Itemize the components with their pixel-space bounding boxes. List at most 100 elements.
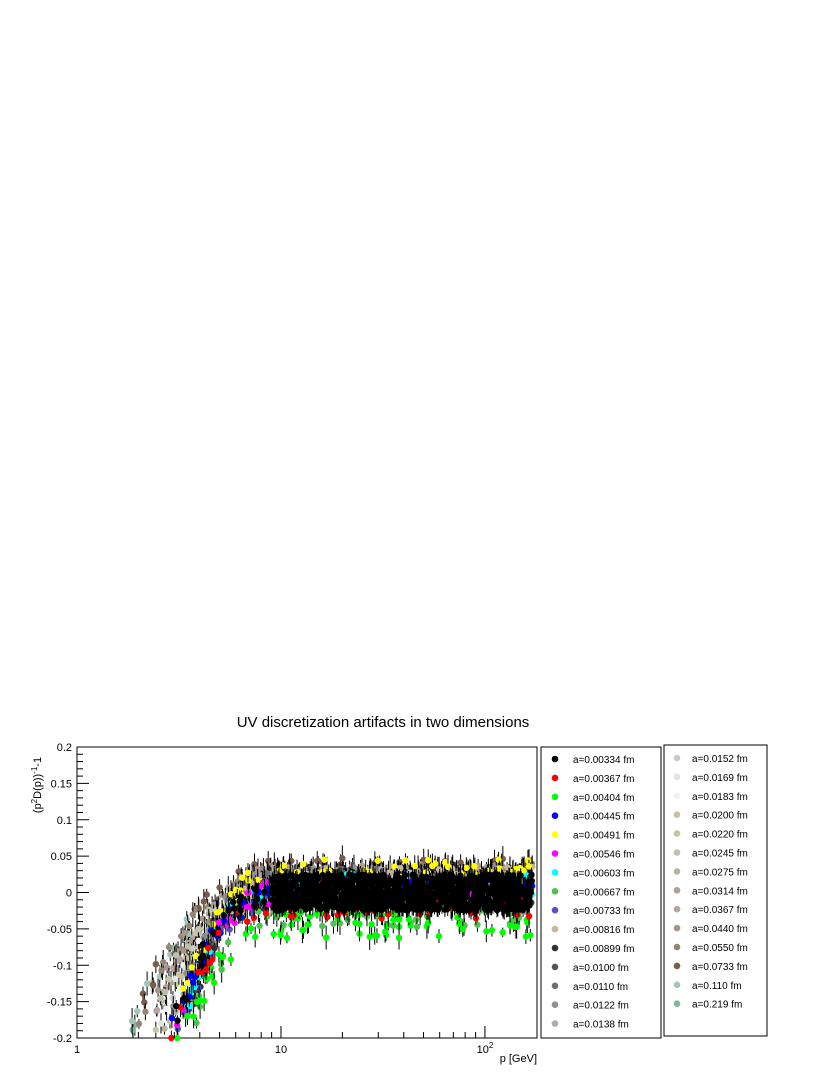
data-point (243, 931, 249, 937)
data-point (186, 923, 192, 929)
data-point (190, 911, 196, 917)
data-point (180, 986, 186, 992)
data-point (271, 931, 277, 937)
data-point (195, 926, 201, 932)
data-point (429, 863, 435, 869)
data-point (173, 1003, 179, 1009)
data-point (517, 865, 523, 871)
data-point (170, 965, 176, 971)
data-point (231, 905, 237, 911)
data-point (160, 959, 166, 965)
data-point (300, 927, 306, 933)
data-point (512, 924, 518, 930)
data-points-layer (129, 845, 536, 1041)
data-point (305, 921, 311, 927)
data-point (211, 980, 217, 986)
data-point (402, 857, 408, 863)
data-point (189, 964, 195, 970)
data-point (228, 956, 234, 962)
data-point (153, 1027, 159, 1033)
data-point (173, 958, 179, 964)
data-point (225, 908, 231, 914)
data-point (140, 990, 146, 996)
data-point (527, 932, 533, 938)
data-point (319, 923, 325, 929)
chart-title: UV discretization artifacts in two dimen… (237, 714, 530, 731)
data-point (164, 965, 170, 971)
data-point (244, 918, 250, 924)
data-point (193, 1020, 199, 1026)
data-point (463, 865, 469, 871)
data-point (130, 1027, 136, 1033)
data-point (425, 919, 431, 925)
data-point (221, 912, 227, 918)
data-point (168, 1035, 174, 1041)
data-point (359, 862, 365, 868)
data-point (205, 945, 211, 951)
data-point (396, 935, 402, 941)
data-point (237, 907, 243, 913)
data-point (460, 926, 466, 932)
data-point (323, 934, 329, 940)
data-point (413, 916, 419, 922)
data-point (248, 925, 254, 931)
data-point (163, 1006, 169, 1012)
data-point (407, 922, 413, 928)
data-point (525, 857, 531, 863)
data-point (153, 961, 159, 967)
data-point (489, 927, 495, 933)
data-point (230, 899, 236, 905)
data-point (356, 921, 362, 927)
data-point (425, 857, 431, 863)
data-point (221, 918, 227, 924)
data-point (174, 1017, 180, 1023)
data-point (390, 917, 396, 923)
data-point (162, 989, 168, 995)
data-point (261, 898, 267, 904)
data-point (172, 976, 178, 982)
data-point (436, 933, 442, 939)
data-point (245, 877, 251, 883)
data-point (216, 884, 222, 890)
data-point (261, 889, 267, 895)
data-point (206, 960, 212, 966)
data-point (184, 1013, 190, 1019)
data-point (339, 855, 345, 861)
data-point (368, 921, 374, 927)
data-point (158, 967, 164, 973)
data-point (210, 929, 216, 935)
data-point (190, 979, 196, 985)
data-point (204, 891, 210, 897)
data-point (495, 857, 501, 863)
data-point (142, 1009, 148, 1015)
data-point (174, 1035, 180, 1041)
data-point (190, 1013, 196, 1019)
data-point (141, 999, 147, 1005)
data-point (136, 1021, 142, 1027)
data-point (166, 944, 172, 950)
data-point (134, 1008, 140, 1014)
data-point (225, 939, 231, 945)
data-point (471, 863, 477, 869)
data-point (280, 862, 286, 868)
data-point (183, 996, 189, 1002)
data-point (129, 1018, 135, 1024)
data-point (201, 933, 207, 939)
data-point (144, 980, 150, 986)
data-point (321, 857, 327, 863)
data-point (396, 916, 402, 922)
data-point (161, 1025, 167, 1031)
data-point (185, 980, 191, 986)
data-point (483, 928, 489, 934)
data-point (382, 929, 388, 935)
data-point (284, 935, 290, 941)
data-point (300, 861, 306, 867)
data-point (314, 858, 320, 864)
data-point (216, 951, 222, 957)
data-point (526, 913, 532, 919)
data-point (254, 896, 260, 902)
data-point (239, 874, 245, 880)
data-point (166, 976, 172, 982)
